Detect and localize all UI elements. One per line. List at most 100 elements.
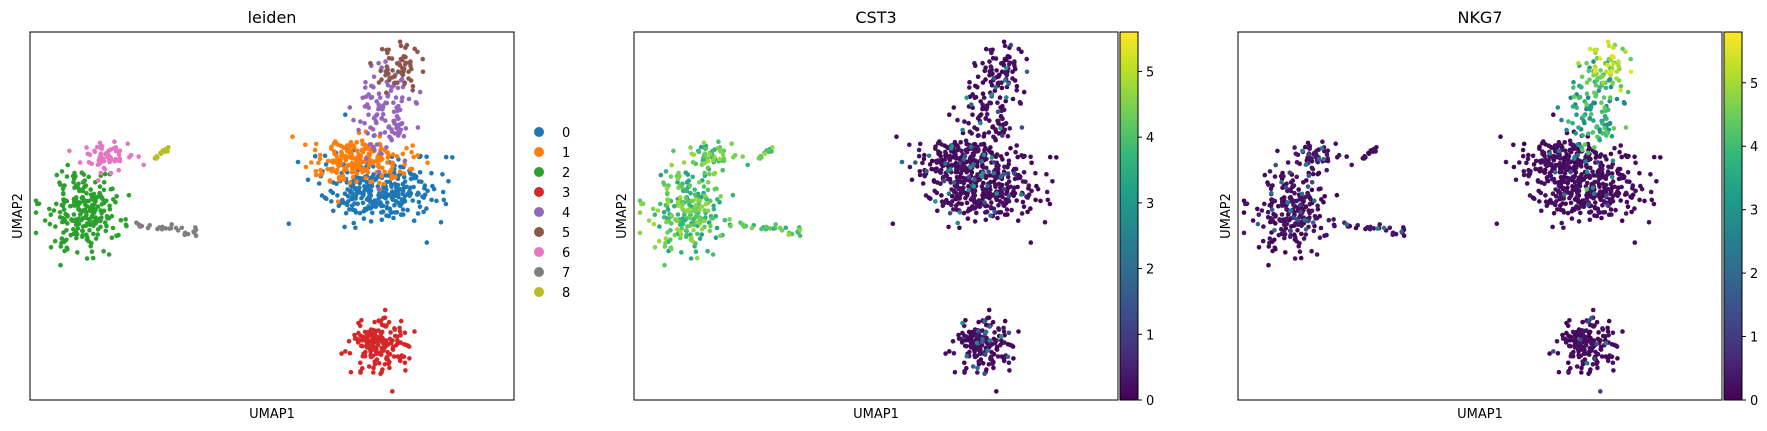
scatter-point — [672, 232, 678, 238]
scatter-point — [434, 198, 439, 204]
scatter-point — [1349, 162, 1354, 168]
scatter-point — [1562, 140, 1567, 145]
scatter-point — [394, 210, 400, 215]
scatter-point — [371, 74, 377, 80]
scatter-point — [699, 227, 705, 232]
scatter-point — [1002, 43, 1008, 49]
scatter-point — [731, 155, 736, 160]
scatter-point — [145, 225, 151, 231]
scatter-point — [701, 184, 707, 189]
scatter-point — [422, 183, 428, 188]
scatter-point — [979, 159, 984, 164]
scatter-point — [348, 369, 354, 375]
scatter-point — [318, 152, 323, 158]
scatter-point — [1565, 185, 1570, 190]
scatter-point — [907, 142, 912, 148]
scatter-point — [101, 180, 107, 185]
scatter-point — [1595, 75, 1600, 81]
scatter-points-nkg7 — [1241, 39, 1663, 394]
scatter-point — [680, 206, 685, 212]
scatter-point — [1621, 175, 1627, 181]
scatter-point — [978, 347, 983, 353]
scatter-point — [99, 215, 104, 220]
scatter-point — [376, 318, 382, 323]
scatter-point — [313, 169, 319, 174]
scatter-point — [939, 193, 944, 198]
scatter-point — [984, 112, 990, 117]
scatter-point — [772, 225, 778, 231]
scatter-point — [1591, 191, 1597, 196]
scatter-point — [951, 105, 957, 110]
scatter-point — [980, 80, 986, 85]
scatter-point — [87, 228, 92, 233]
scatter-point — [964, 334, 970, 340]
scatter-point — [989, 155, 995, 160]
scatter-point — [962, 119, 967, 124]
scatter-point — [996, 181, 1002, 187]
scatter-point — [60, 219, 65, 225]
scatter-point — [108, 147, 113, 152]
scatter-point — [978, 142, 984, 147]
scatter-point — [97, 160, 103, 165]
scatter-point — [403, 368, 408, 373]
scatter-point — [1317, 213, 1323, 219]
scatter-point — [964, 95, 969, 101]
scatter-point — [696, 149, 702, 155]
scatter-point — [1543, 193, 1548, 198]
scatter-point — [983, 217, 989, 223]
scatter-point — [1555, 144, 1561, 149]
scatter-point — [390, 152, 396, 157]
scatter-point — [1620, 329, 1625, 334]
scatter-point — [714, 225, 720, 231]
scatter-point — [1256, 245, 1262, 250]
scatter-point — [1006, 161, 1011, 167]
scatter-point — [327, 178, 333, 183]
scatter-point — [994, 389, 999, 394]
scatter-point — [313, 141, 319, 147]
scatter-point — [1542, 181, 1547, 186]
scatter-point — [359, 318, 364, 323]
scatter-point — [1001, 187, 1007, 192]
scatter-point — [1288, 209, 1293, 214]
scatter-point — [1622, 101, 1627, 106]
scatter-point — [116, 167, 121, 173]
scatter-point — [33, 198, 39, 204]
scatter-point — [1313, 153, 1318, 158]
scatter-point — [357, 185, 362, 190]
scatter-point — [57, 209, 63, 215]
scatter-point — [1002, 56, 1008, 62]
scatter-point — [993, 137, 998, 143]
scatter-point — [400, 95, 405, 100]
scatter-point — [975, 74, 981, 80]
scatter-point — [1280, 185, 1285, 190]
scatter-point — [692, 187, 697, 192]
scatter-point — [984, 156, 989, 162]
legend-marker — [534, 247, 544, 257]
scatter-point — [1632, 240, 1638, 245]
scatter-point — [383, 100, 388, 105]
scatter-point — [917, 141, 923, 147]
scatter-point — [441, 197, 447, 203]
scatter-point — [975, 370, 980, 375]
scatter-point — [1331, 217, 1336, 222]
scatter-point — [378, 150, 383, 156]
scatter-point — [414, 192, 420, 197]
scatter-point — [391, 100, 396, 105]
scatter-point — [961, 210, 967, 216]
scatter-point — [397, 325, 402, 331]
scatter-point — [720, 152, 726, 158]
scatter-point — [966, 206, 972, 212]
scatter-point — [1319, 197, 1324, 202]
scatter-point — [693, 202, 699, 208]
scatter-point — [65, 246, 70, 252]
scatter-point — [1599, 109, 1605, 115]
scatter-point — [73, 195, 79, 200]
scatter-point — [393, 342, 399, 348]
scatter-point — [399, 201, 405, 206]
scatter-point — [359, 195, 364, 201]
scatter-point — [675, 176, 681, 182]
scatter-point — [1547, 170, 1552, 176]
scatter-point — [677, 195, 683, 200]
scatter-point — [367, 184, 372, 190]
scatter-point — [693, 197, 699, 202]
